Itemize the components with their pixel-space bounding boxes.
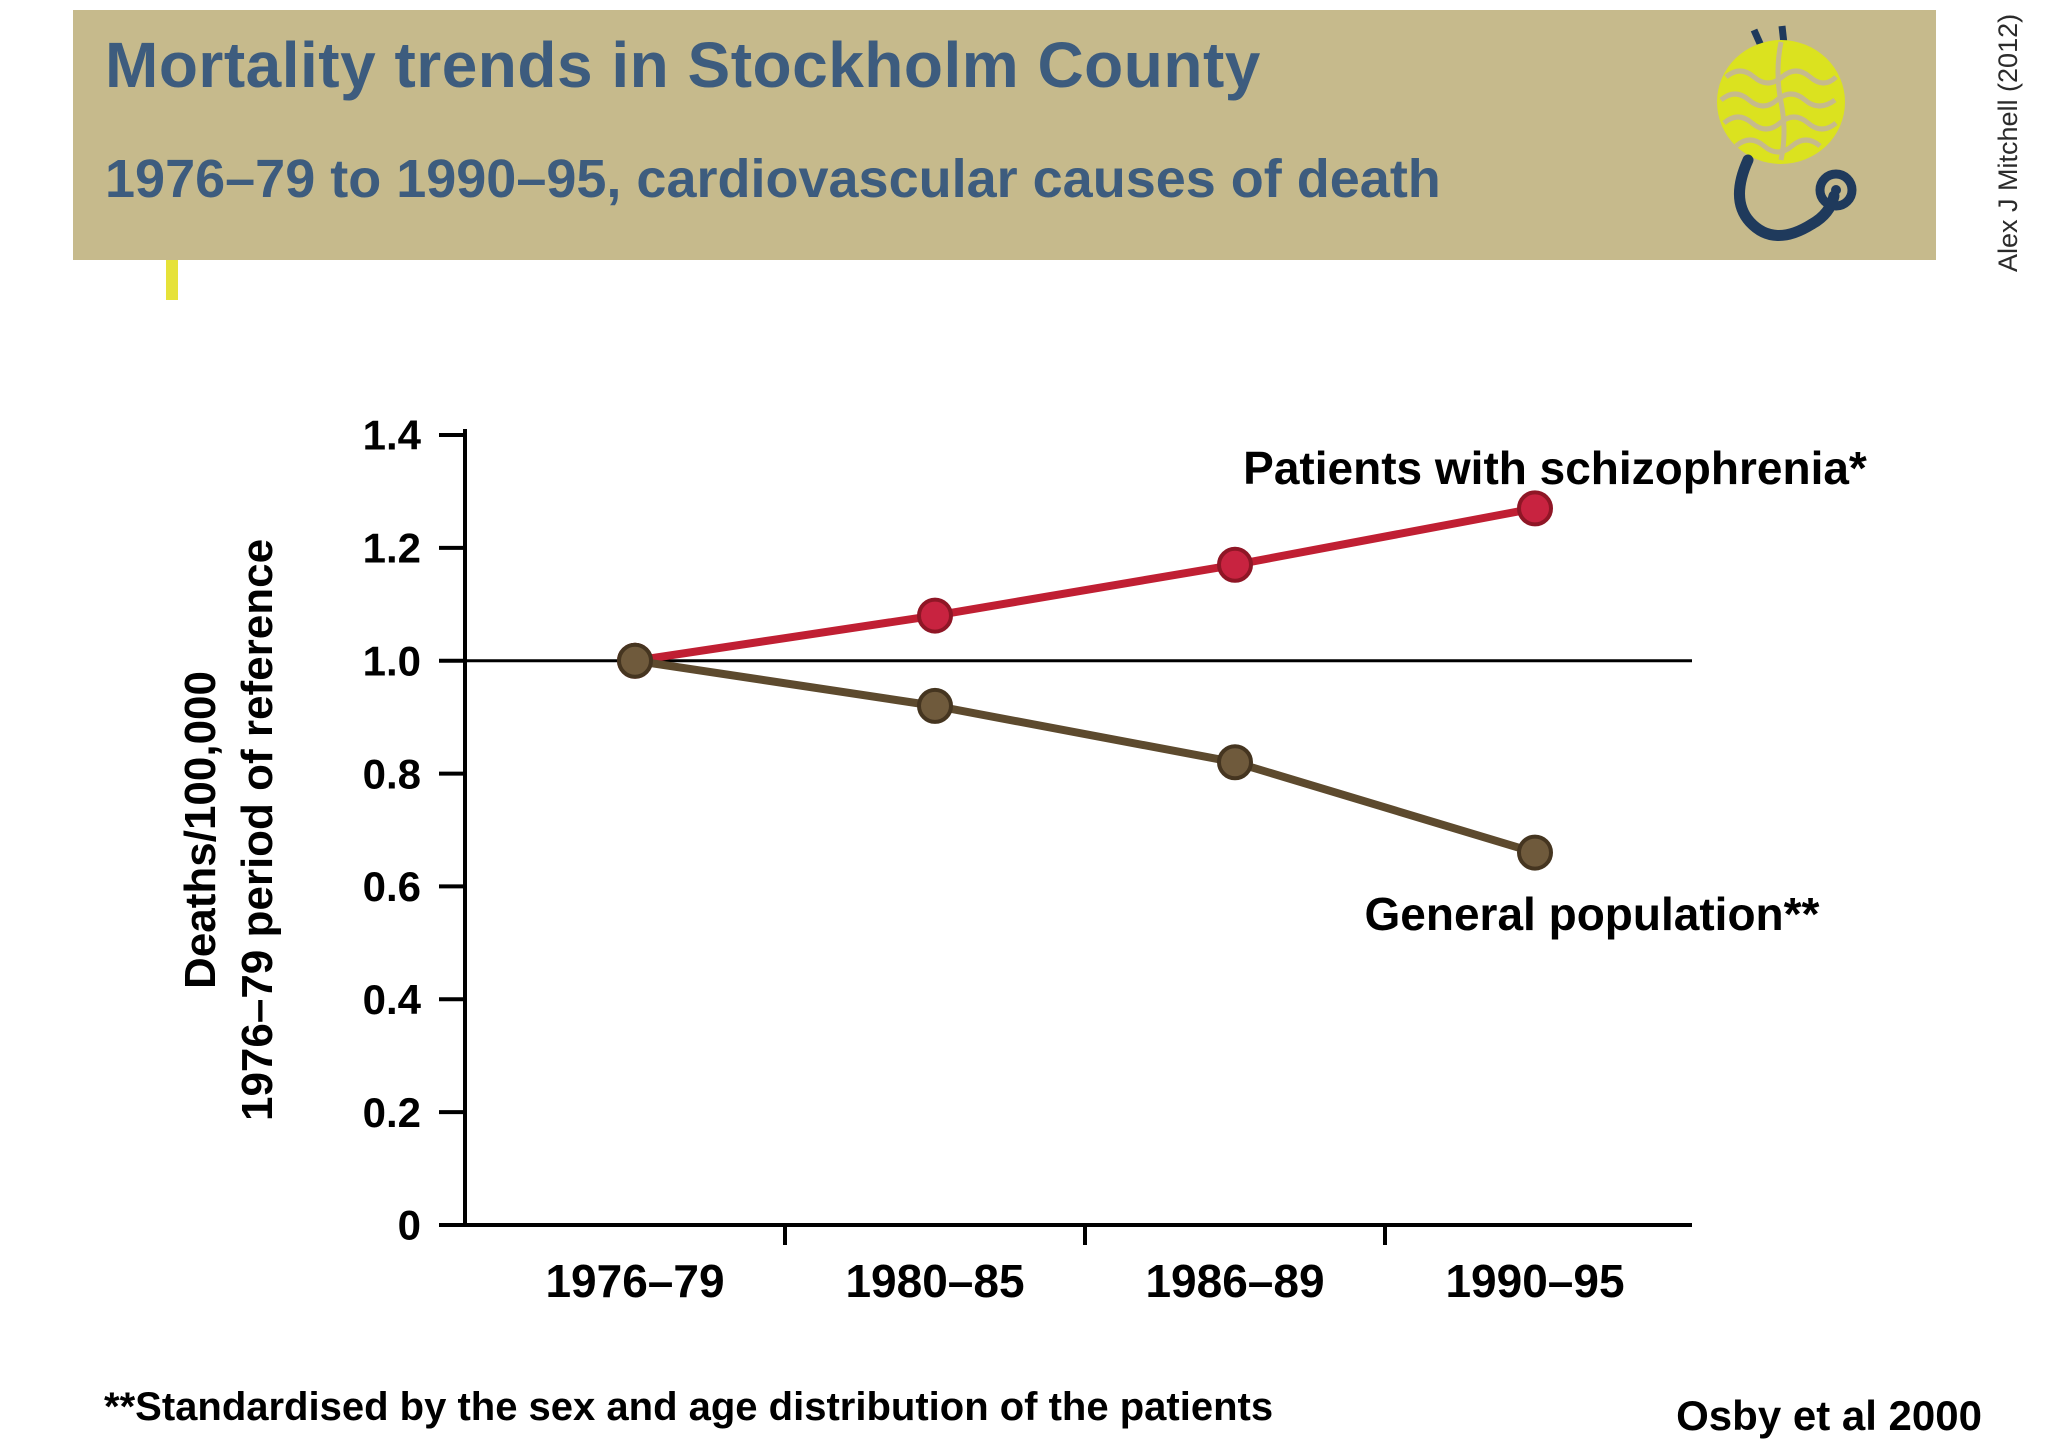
data-point: [617, 642, 653, 679]
y-axis-title-line1: Deaths/100,000: [176, 671, 225, 989]
data-point: [1217, 744, 1253, 781]
y-tick-label: 0.6: [363, 863, 421, 910]
slide-subtitle: 1976–79 to 1990–95, cardiovascular cause…: [105, 149, 1441, 209]
slide-title: Mortality trends in Stockholm County: [105, 29, 1261, 101]
logo-svg: [1717, 25, 1857, 241]
x-tick-label: 1990–95: [1445, 1255, 1624, 1307]
y-tick-label: 1.2: [363, 525, 421, 572]
data-point: [917, 687, 953, 724]
series-line-0: [634, 504, 1536, 665]
y-tick-label: 0.8: [363, 750, 421, 797]
x-tick-label: 1976–79: [545, 1255, 724, 1307]
data-point: [917, 597, 953, 634]
y-tick-label: 0.4: [363, 976, 422, 1023]
x-tick-label: 1986–89: [1145, 1255, 1324, 1307]
data-point: [1217, 546, 1253, 583]
yellow-accent-tick: [166, 260, 178, 300]
y-tick-label: 1.4: [363, 412, 422, 459]
series-line-1: [634, 656, 1537, 857]
brain-stethoscope-logo-icon: [1696, 22, 1866, 252]
y-tick-label: 1.0: [363, 637, 421, 684]
citation: Osby et al 2000: [1676, 1392, 1982, 1439]
data-point: [1517, 834, 1553, 871]
series-label-schizophrenia: Patients with schizophrenia*: [1243, 442, 1867, 494]
y-axis-title-line2: 1976–79 period of reference: [233, 539, 282, 1121]
y-tick-label: 0: [398, 1202, 421, 1249]
y-tick-label: 0.2: [363, 1089, 421, 1136]
x-tick-label: 1980–85: [845, 1255, 1024, 1307]
data-point: [1517, 490, 1553, 527]
series-label-general-population: General population**: [1365, 888, 1820, 940]
footnote: **Standardised by the sex and age distri…: [104, 1385, 1274, 1429]
slide-header: Mortality trends in Stockholm County 197…: [73, 10, 1936, 260]
